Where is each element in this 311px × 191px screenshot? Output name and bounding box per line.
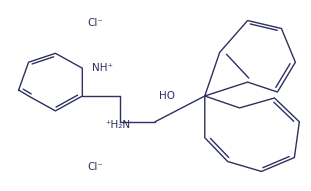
Text: Cl⁻: Cl⁻ (87, 163, 103, 172)
Text: NH⁺: NH⁺ (92, 63, 113, 73)
Text: ⁺H₂N: ⁺H₂N (106, 120, 131, 130)
Text: HO: HO (159, 91, 175, 101)
Text: Cl⁻: Cl⁻ (87, 18, 103, 28)
